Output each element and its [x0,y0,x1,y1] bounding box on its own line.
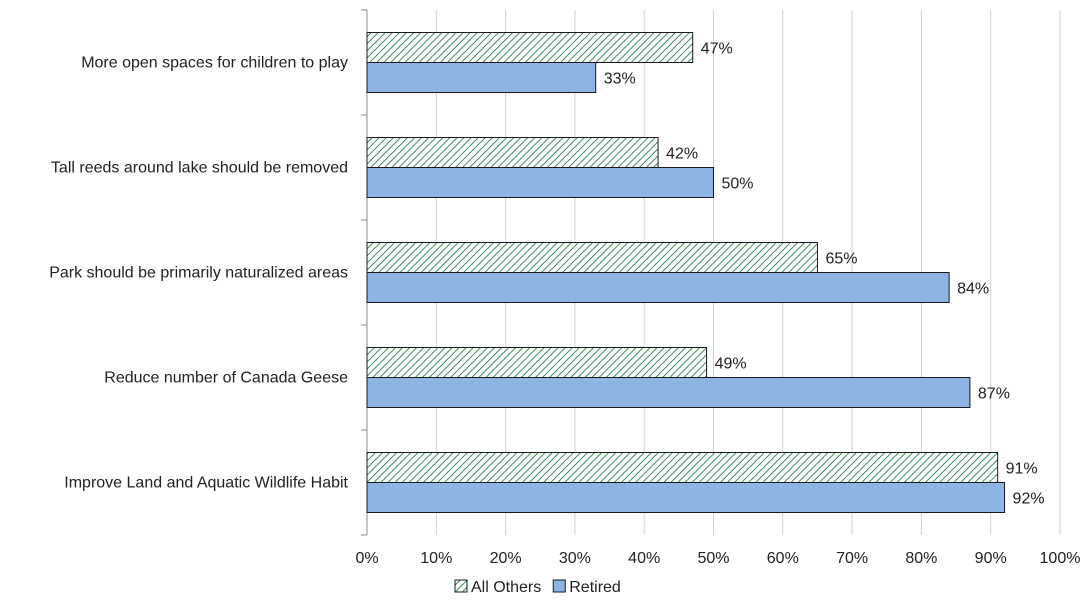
category-label: Improve Land and Aquatic Wildlife Habit [64,475,348,492]
legend-swatch [552,579,566,593]
x-tick-label: 40% [628,550,660,567]
x-tick-label: 60% [767,550,799,567]
legend: All Others Retired [454,579,621,596]
bar-retired [366,482,1006,513]
bar-retired [366,62,597,93]
bar-all-others [366,452,999,483]
category-label: Reduce number of Canada Geese [104,370,348,387]
bar-all-others [366,242,818,273]
data-label: 47% [701,41,733,58]
x-tick-label: 10% [420,550,452,567]
bar-retired [366,377,971,408]
category-label: More open spaces for children to play [81,55,348,72]
category-label: Park should be primarily naturalized are… [49,265,348,282]
data-label: 91% [1006,461,1038,478]
data-label: 49% [715,356,747,373]
x-tick-labels: 0% 10% 20% 30% 40% 50% 60% 70% 80% 90% 100% [355,550,1080,567]
x-tick-label: 100% [1040,550,1081,567]
data-label: 92% [1013,491,1045,508]
x-tick-label: 20% [490,550,522,567]
category-label: Tall reeds around lake should be removed [51,160,348,177]
data-label: 65% [825,251,857,268]
data-label: 42% [666,146,698,163]
bars: 47% 33% 42% 50% 65% 84% 49% 87% 91% 92% [366,32,1045,513]
x-tick-label: 80% [905,550,937,567]
category-labels: More open spaces for children to play Tal… [49,55,348,492]
legend-label: Retired [569,579,621,596]
x-tick-label: 0% [355,550,378,567]
data-label: 33% [604,71,636,88]
bar-all-others [366,137,659,168]
bar-all-others [366,347,708,378]
data-label: 84% [957,281,989,298]
data-label: 87% [978,386,1010,403]
category-axis [361,9,368,536]
legend-swatch [454,579,468,593]
data-label: 50% [722,176,754,193]
x-tick-label: 30% [559,550,591,567]
x-tick-label: 70% [836,550,868,567]
bar-all-others [366,32,694,63]
x-tick-label: 90% [975,550,1007,567]
bar-retired [366,167,714,198]
bar-retired [366,272,950,303]
legend-label: All Others [471,579,541,596]
x-tick-label: 50% [697,550,729,567]
